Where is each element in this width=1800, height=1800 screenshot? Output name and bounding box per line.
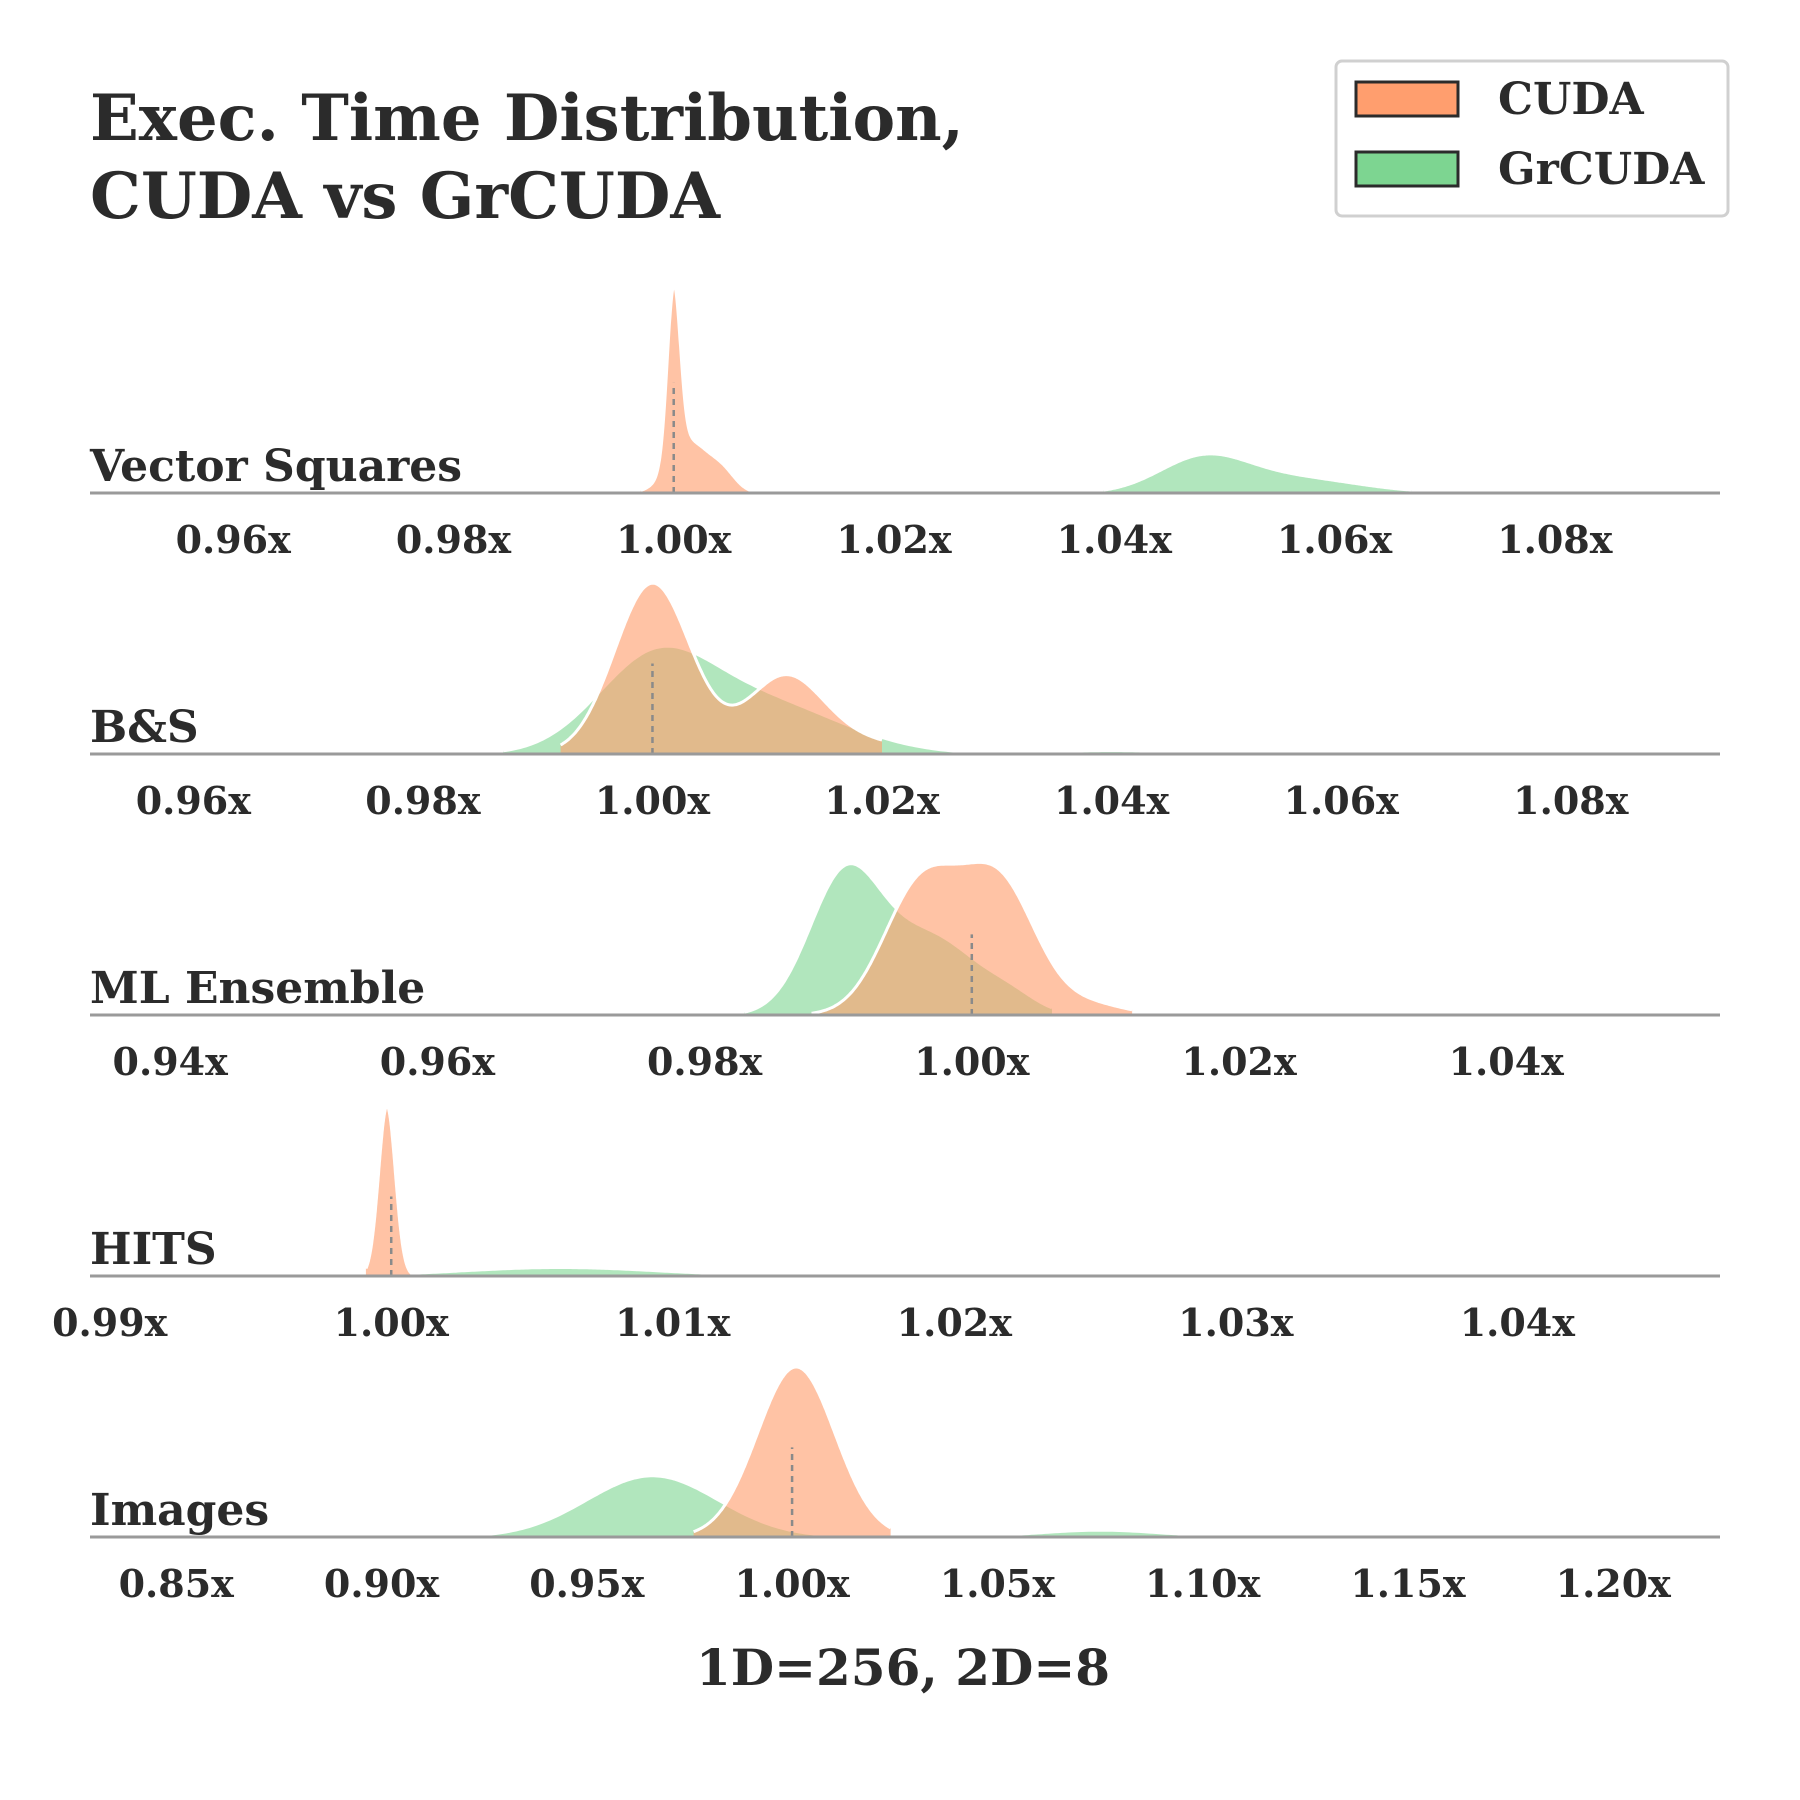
legend-swatch-grcuda: [1354, 150, 1460, 188]
density-outline-grcuda-vector-squares: [1102, 452, 1412, 492]
tick-label-images: 0.90x: [324, 1561, 440, 1606]
x-axis-label: 1D=256, 2D=8: [696, 1638, 1110, 1697]
legend: CUDA GrCUDA: [1334, 59, 1730, 218]
tick-label-b-s: 1.02x: [824, 778, 940, 823]
tick-label-vector-squares: 1.00x: [616, 517, 732, 562]
row-label-images: Images: [90, 1485, 269, 1536]
tick-label-images: 0.85x: [119, 1561, 235, 1606]
tick-label-hits: 1.01x: [615, 1300, 731, 1345]
density-outline-cuda-b-s: [559, 581, 883, 747]
tick-label-vector-squares: 0.96x: [176, 517, 292, 562]
chart-title-line-1: Exec. Time Distribution,: [90, 81, 964, 156]
tick-label-hits: 1.02x: [897, 1300, 1013, 1345]
legend-swatch-cuda: [1354, 80, 1460, 118]
tick-label-b-s: 1.00x: [595, 778, 711, 823]
panel-vector-squares: Vector Squares 0.96x 0.98x 1.00x 1.02x 1.04x 1…: [89, 283, 1720, 562]
tick-label-ml-ensemble: 0.98x: [647, 1039, 763, 1084]
tick-label-images: 1.00x: [734, 1561, 850, 1606]
tick-label-b-s: 1.08x: [1513, 778, 1629, 823]
tick-label-hits: 1.04x: [1460, 1300, 1576, 1345]
tick-label-ml-ensemble: 0.94x: [113, 1039, 229, 1084]
tick-label-images: 1.05x: [940, 1561, 1056, 1606]
tick-label-ml-ensemble: 1.00x: [914, 1039, 1030, 1084]
tick-label-vector-squares: 0.98x: [396, 517, 512, 562]
legend-label-grcuda: GrCUDA: [1498, 144, 1705, 195]
density-area-cuda-b-s: [560, 583, 882, 754]
tick-label-b-s: 0.98x: [365, 778, 481, 823]
row-label-b-s: B&S: [90, 702, 199, 753]
tick-label-vector-squares: 1.06x: [1277, 517, 1393, 562]
tick-label-vector-squares: 1.02x: [836, 517, 952, 562]
tick-label-images: 1.20x: [1556, 1561, 1672, 1606]
tick-label-hits: 0.99x: [52, 1300, 168, 1345]
legend-label-cuda: CUDA: [1498, 74, 1645, 125]
tick-label-images: 0.95x: [529, 1561, 645, 1606]
tick-label-b-s: 1.04x: [1054, 778, 1170, 823]
tick-label-vector-squares: 1.08x: [1497, 517, 1613, 562]
row-label-ml-ensemble: ML Ensemble: [90, 963, 425, 1014]
panels: Vector Squares 0.96x 0.98x 1.00x 1.02x 1.04x 1…: [52, 283, 1720, 1606]
density-area-cuda-images: [693, 1367, 891, 1537]
density-outline-cuda-vector-squares: [640, 283, 762, 495]
panel-ml-ensemble: ML Ensemble 0.94x 0.96x 0.98x 1.00x 1.02x 1.04…: [90, 860, 1720, 1084]
density-area-grcuda-images: [434, 1475, 1244, 1537]
panel-hits: HITS 0.99x 1.00x 1.01x 1.02x 1.03x 1.04x: [52, 1104, 1720, 1345]
density-outline-cuda-ml-ensemble: [811, 860, 1133, 1015]
tick-label-hits: 1.00x: [334, 1300, 450, 1345]
tick-label-b-s: 1.06x: [1284, 778, 1400, 823]
chart-title-line-2: CUDA vs GrCUDA: [90, 159, 721, 234]
panel-images: Images 0.85x 0.90x 0.95x 1.00x 1.05x 1.10x 1.15…: [90, 1365, 1720, 1606]
row-label-hits: HITS: [90, 1224, 217, 1275]
panel-b-s: B&S 0.96x 0.98x 1.00x 1.02x 1.04x 1.06x 1.08x: [90, 581, 1720, 823]
tick-label-hits: 1.03x: [1178, 1300, 1294, 1345]
tick-label-b-s: 0.96x: [136, 778, 252, 823]
tick-label-images: 1.10x: [1145, 1561, 1261, 1606]
density-outline-cuda-images: [693, 1365, 892, 1534]
tick-label-ml-ensemble: 1.04x: [1449, 1039, 1565, 1084]
density-area-cuda-vector-squares: [640, 285, 762, 493]
row-label-vector-squares: Vector Squares: [89, 441, 462, 492]
density-area-cuda-ml-ensemble: [811, 862, 1133, 1015]
tick-label-images: 1.15x: [1350, 1561, 1466, 1606]
tick-label-vector-squares: 1.04x: [1057, 517, 1173, 562]
tick-label-ml-ensemble: 1.02x: [1181, 1039, 1297, 1084]
tick-label-ml-ensemble: 0.96x: [380, 1039, 496, 1084]
density-area-grcuda-vector-squares: [1103, 453, 1412, 493]
